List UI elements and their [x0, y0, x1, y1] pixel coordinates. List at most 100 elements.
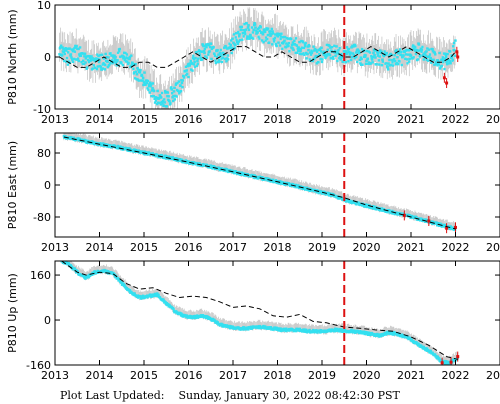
data-point	[358, 51, 361, 54]
data-point	[62, 50, 66, 54]
data-point	[323, 50, 326, 54]
data-point	[304, 45, 307, 48]
x-tick-label: 2014	[86, 369, 114, 382]
data-point	[312, 57, 316, 60]
data-point	[408, 60, 411, 63]
data-point	[378, 55, 381, 58]
data-point	[352, 329, 356, 332]
data-point	[77, 47, 80, 51]
data-point	[350, 328, 353, 332]
data-point	[189, 68, 193, 71]
data-point	[426, 347, 429, 350]
data-point	[411, 56, 414, 60]
data-point	[373, 49, 377, 52]
data-point	[99, 53, 102, 57]
data-point	[342, 50, 346, 53]
data-point	[413, 49, 417, 52]
data-point	[360, 47, 364, 51]
data-point	[405, 58, 409, 61]
data-point	[73, 50, 77, 53]
data-point	[175, 95, 178, 98]
data-point	[345, 200, 348, 203]
x-tick-label: 2023	[486, 369, 500, 382]
data-point	[393, 57, 396, 61]
data-point	[314, 56, 317, 59]
data-point	[377, 52, 380, 55]
data-point	[157, 293, 160, 296]
data-point	[454, 39, 457, 42]
data-point	[283, 35, 287, 39]
data-point	[313, 49, 316, 52]
highlight-point	[402, 213, 406, 217]
data-point	[100, 53, 104, 56]
data-point	[67, 51, 70, 54]
x-tick-label: 2020	[353, 369, 381, 382]
data-point	[354, 44, 357, 48]
x-tick-label: 2016	[175, 241, 203, 254]
data-point	[178, 90, 181, 94]
data-point	[353, 57, 356, 60]
data-point	[303, 53, 306, 57]
data-point	[92, 141, 95, 144]
data-point	[261, 176, 264, 179]
data-point	[250, 26, 254, 29]
data-point	[268, 32, 272, 36]
data-point	[355, 55, 358, 59]
data-point	[124, 51, 127, 55]
data-point	[414, 52, 418, 56]
data-point	[235, 38, 238, 42]
data-point	[381, 60, 385, 63]
data-point	[297, 327, 300, 331]
data-point	[70, 56, 73, 59]
data-point	[164, 301, 167, 304]
data-point	[105, 55, 108, 59]
data-point	[64, 46, 67, 50]
data-point	[381, 58, 384, 61]
data-point	[223, 46, 226, 49]
data-point	[301, 41, 305, 44]
data-point	[357, 201, 360, 205]
data-point	[246, 26, 250, 29]
data-point	[277, 181, 280, 185]
data-point	[406, 62, 409, 65]
data-point	[122, 57, 125, 60]
y-axis-title: P810 North (mm)	[6, 9, 19, 104]
data-point	[73, 46, 76, 50]
x-tick-label: 2023	[486, 113, 500, 126]
data-point	[241, 32, 245, 35]
data-point	[253, 23, 257, 26]
data-point	[150, 89, 154, 92]
data-point	[290, 184, 294, 188]
data-point	[133, 292, 136, 295]
data-point	[161, 99, 165, 102]
data-point	[91, 57, 94, 60]
data-point	[382, 207, 386, 211]
data-point	[173, 98, 177, 101]
data-point	[96, 65, 99, 68]
data-point	[268, 30, 271, 33]
y-tick-label: -80	[33, 211, 51, 224]
y-tick-label: -160	[26, 359, 51, 372]
data-point	[79, 54, 83, 58]
data-point	[96, 53, 99, 56]
data-point	[366, 203, 369, 207]
highlight-point	[440, 361, 444, 365]
data-point	[93, 66, 97, 69]
data-point	[393, 59, 397, 63]
data-point	[184, 65, 188, 69]
data-point	[373, 53, 376, 57]
data-point	[87, 54, 90, 58]
data-point	[326, 48, 329, 51]
data-point	[193, 316, 196, 320]
data-point	[142, 295, 145, 298]
x-tick-label: 2014	[86, 241, 114, 254]
data-point	[116, 59, 119, 62]
data-point	[144, 83, 147, 86]
data-point	[308, 189, 312, 193]
data-point	[104, 143, 108, 146]
data-point	[338, 55, 342, 59]
data-point	[141, 74, 144, 78]
data-point	[285, 37, 288, 40]
data-point	[246, 35, 249, 38]
data-point	[396, 52, 399, 55]
